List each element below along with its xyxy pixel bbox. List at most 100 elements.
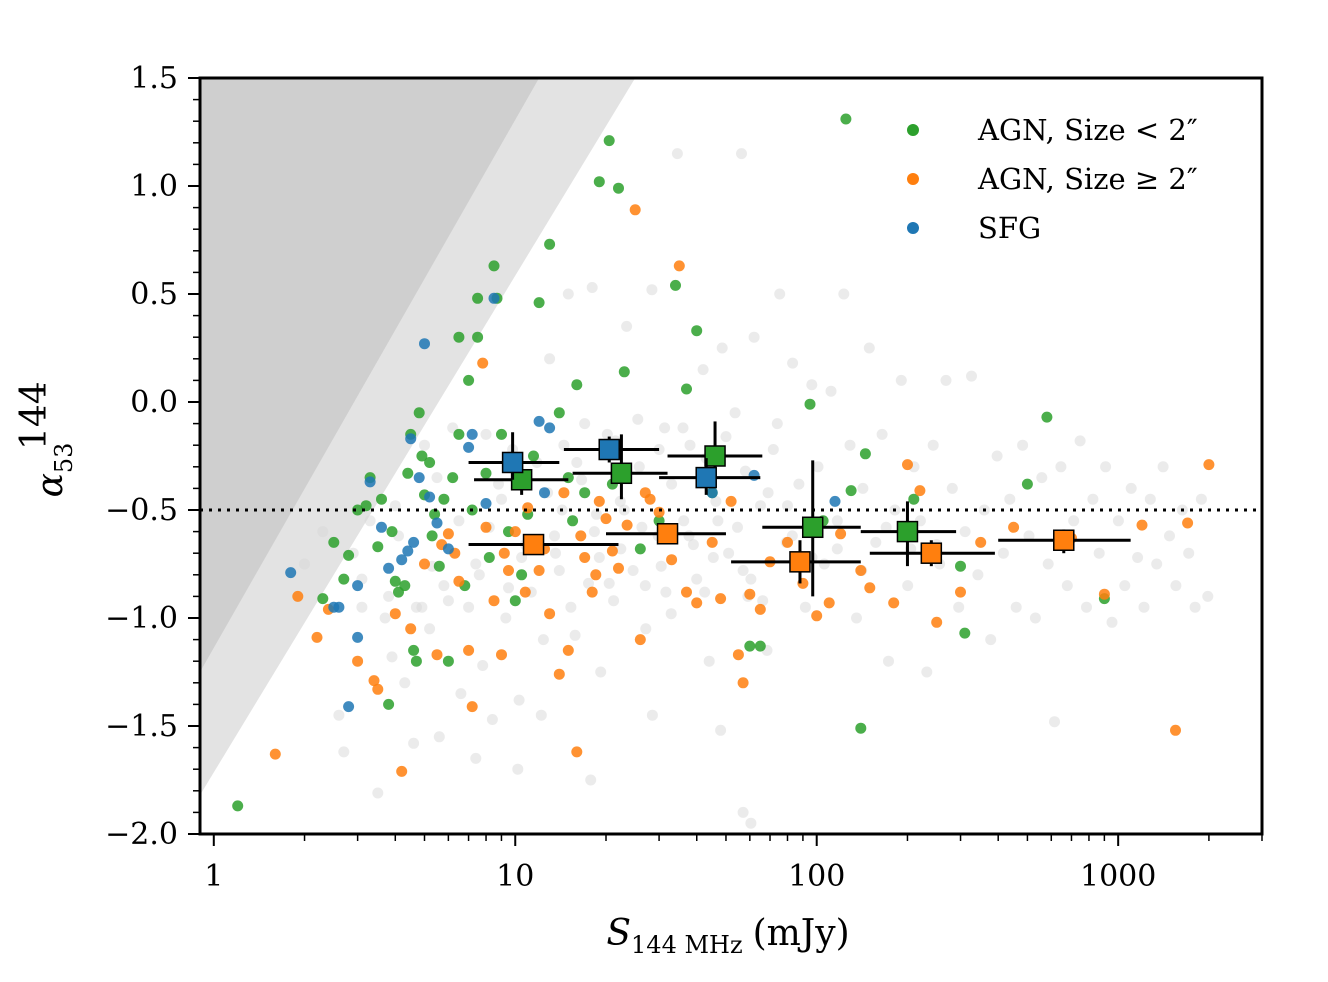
background-point (991, 450, 1003, 462)
data-point (855, 565, 867, 576)
background-point (1017, 439, 1029, 451)
background-point (1125, 482, 1137, 494)
background-point (703, 655, 715, 667)
data-point (613, 562, 624, 574)
data-point (782, 536, 793, 548)
data-point (864, 582, 876, 594)
binned-point (659, 458, 761, 495)
data-point (442, 528, 454, 540)
background-point (691, 573, 703, 585)
background-point (513, 694, 525, 706)
data-point (955, 560, 966, 572)
background-point (1119, 580, 1131, 592)
data-point (553, 407, 565, 419)
y-axis-label: α53 144 (14, 381, 78, 497)
data-point (389, 575, 401, 587)
data-point (503, 565, 514, 576)
data-point (522, 502, 534, 514)
background-point (496, 493, 507, 505)
data-point (575, 530, 587, 542)
background-point (737, 565, 749, 576)
background-point (438, 580, 450, 592)
data-point (732, 649, 744, 661)
background-point (1100, 461, 1112, 473)
background-point (356, 601, 368, 613)
background-point (655, 560, 667, 572)
background-point (535, 709, 547, 721)
legend-label: AGN, Size < 2″ (977, 113, 1198, 147)
data-point (519, 586, 531, 598)
binned-point (762, 460, 861, 597)
background-point (419, 439, 430, 451)
data-point (352, 631, 364, 643)
background-point (895, 374, 907, 386)
data-point (673, 260, 685, 272)
data-point (804, 398, 816, 410)
background-point (595, 666, 607, 678)
x-tick-label: 10 (496, 859, 534, 894)
data-point (558, 487, 570, 499)
background-point (583, 577, 594, 589)
data-point (431, 649, 443, 661)
background-point (1170, 580, 1182, 592)
background-point (1151, 558, 1163, 570)
data-point (463, 374, 475, 386)
data-point (311, 631, 323, 643)
data-point (539, 487, 550, 499)
data-point (488, 260, 500, 272)
background-point (562, 288, 574, 300)
background-point (493, 478, 504, 490)
data-point (1136, 519, 1148, 531)
data-point (360, 500, 372, 512)
background-point (838, 288, 850, 300)
data-point (1182, 517, 1194, 529)
y-tick-label: 1.5 (130, 61, 178, 96)
binned-point (860, 501, 957, 567)
background-point (470, 752, 482, 764)
data-point (483, 552, 495, 563)
binned-point (572, 434, 668, 500)
background-point (408, 737, 420, 749)
data-point (496, 428, 507, 440)
background-point (762, 487, 774, 499)
data-point (737, 677, 749, 689)
data-point (845, 485, 857, 497)
y-tick-label: −0.5 (105, 493, 178, 528)
data-point (386, 526, 398, 538)
data-point (593, 495, 605, 507)
background-point (1049, 716, 1060, 728)
binned-marker (704, 445, 726, 467)
data-point (509, 595, 521, 607)
background-point (1183, 547, 1195, 559)
data-point (466, 428, 478, 440)
binned-marker (1053, 529, 1075, 551)
binned-points (468, 421, 1131, 597)
data-point (292, 590, 304, 602)
background-point (825, 385, 837, 397)
shaded-limit-regions (200, 78, 636, 796)
data-point (840, 113, 852, 125)
data-point (376, 521, 387, 533)
data-point (488, 292, 500, 304)
plot-frame (198, 76, 1264, 836)
background-point (591, 508, 602, 520)
background-point (921, 666, 933, 678)
data-point (1098, 588, 1110, 600)
background-point (585, 774, 597, 786)
binned-marker (656, 523, 679, 545)
background-point (636, 521, 648, 533)
data-point (453, 331, 465, 343)
background-point (364, 515, 376, 527)
data-point (372, 541, 384, 553)
data-point (959, 627, 971, 639)
background-point (453, 515, 465, 527)
legend-marker (907, 222, 919, 234)
background-point (1042, 558, 1054, 570)
y-tick-label: 0.5 (130, 277, 178, 312)
data-point (748, 469, 760, 481)
data-point (413, 407, 425, 419)
data-point (416, 450, 428, 462)
legend-marker (907, 173, 919, 185)
background-point (486, 714, 498, 725)
data-point (544, 422, 556, 434)
